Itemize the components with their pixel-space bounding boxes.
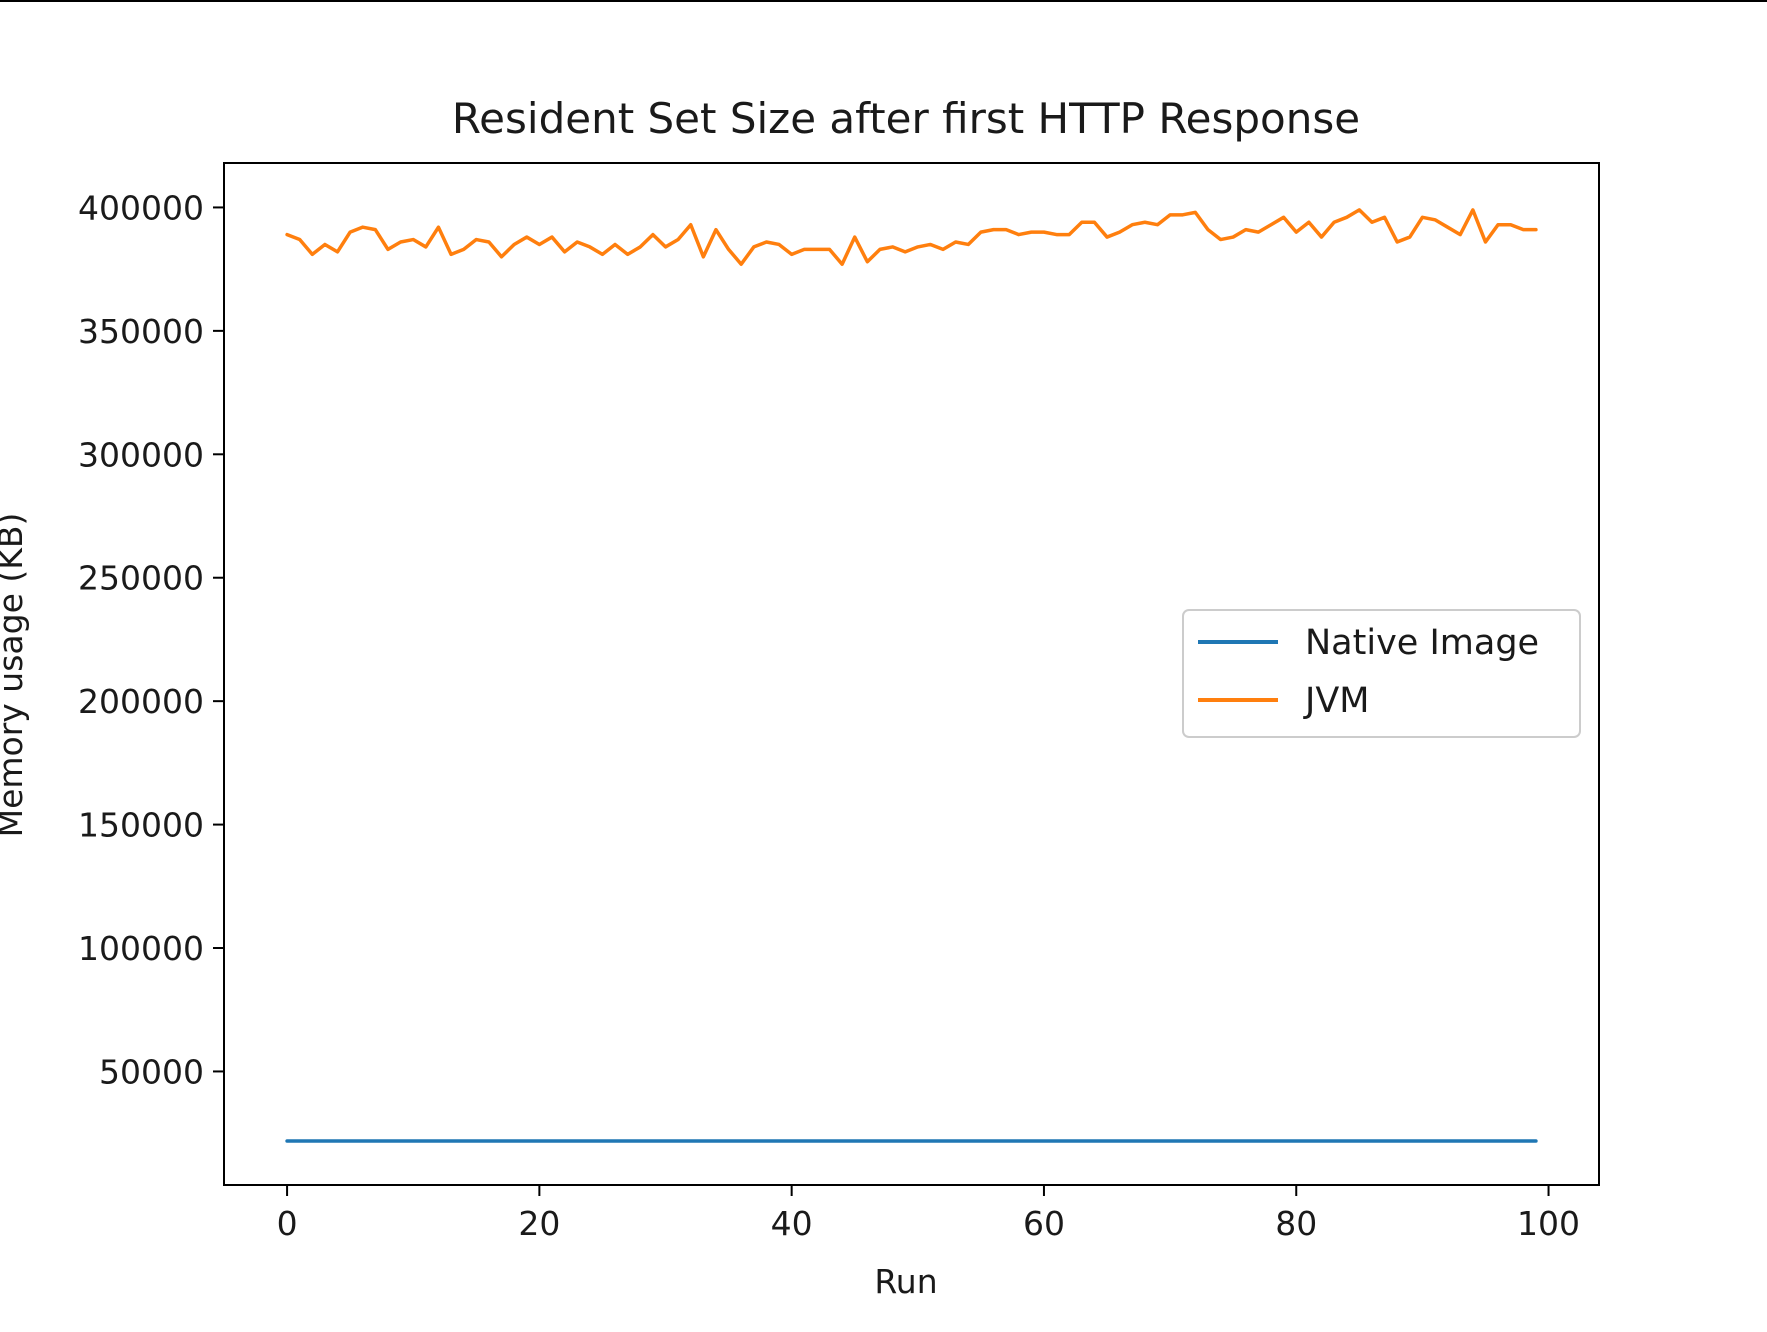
y-tick-label: 50000	[99, 1052, 204, 1091]
x-tick-label: 20	[518, 1204, 560, 1243]
series-line-jvm	[285, 208, 1538, 266]
x-tick-label: 80	[1275, 1204, 1317, 1243]
legend: Native Image JVM	[1182, 609, 1581, 738]
plot-frame	[223, 162, 1600, 1186]
x-tick-label: 100	[1517, 1204, 1580, 1243]
y-tick-label: 150000	[78, 806, 204, 845]
series-layer	[285, 208, 1538, 1143]
chart-title: Resident Set Size after first HTTP Respo…	[452, 94, 1360, 143]
x-tick-label: 60	[1023, 1204, 1065, 1243]
legend-label-jvm: JVM	[1303, 681, 1369, 721]
y-tick-label: 100000	[78, 929, 204, 968]
x-tick-label: 0	[277, 1204, 298, 1243]
y-axis-label: Memory usage (KB)	[0, 513, 30, 838]
legend-box	[1182, 609, 1581, 738]
y-ticks: 50000 100000 150000 200000 250000 300000 35000…	[78, 188, 224, 1091]
x-axis-label: Run	[874, 1262, 937, 1301]
x-tick-label: 40	[771, 1204, 813, 1243]
y-tick-label: 250000	[78, 559, 204, 598]
y-tick-label: 200000	[78, 682, 204, 721]
y-tick-label: 350000	[78, 312, 204, 351]
y-tick-label: 300000	[78, 435, 204, 474]
y-tick-label: 400000	[78, 188, 204, 227]
x-ticks: 0 20 40 60 80 100	[277, 1185, 1580, 1243]
legend-label-native-image: Native Image	[1305, 623, 1539, 663]
